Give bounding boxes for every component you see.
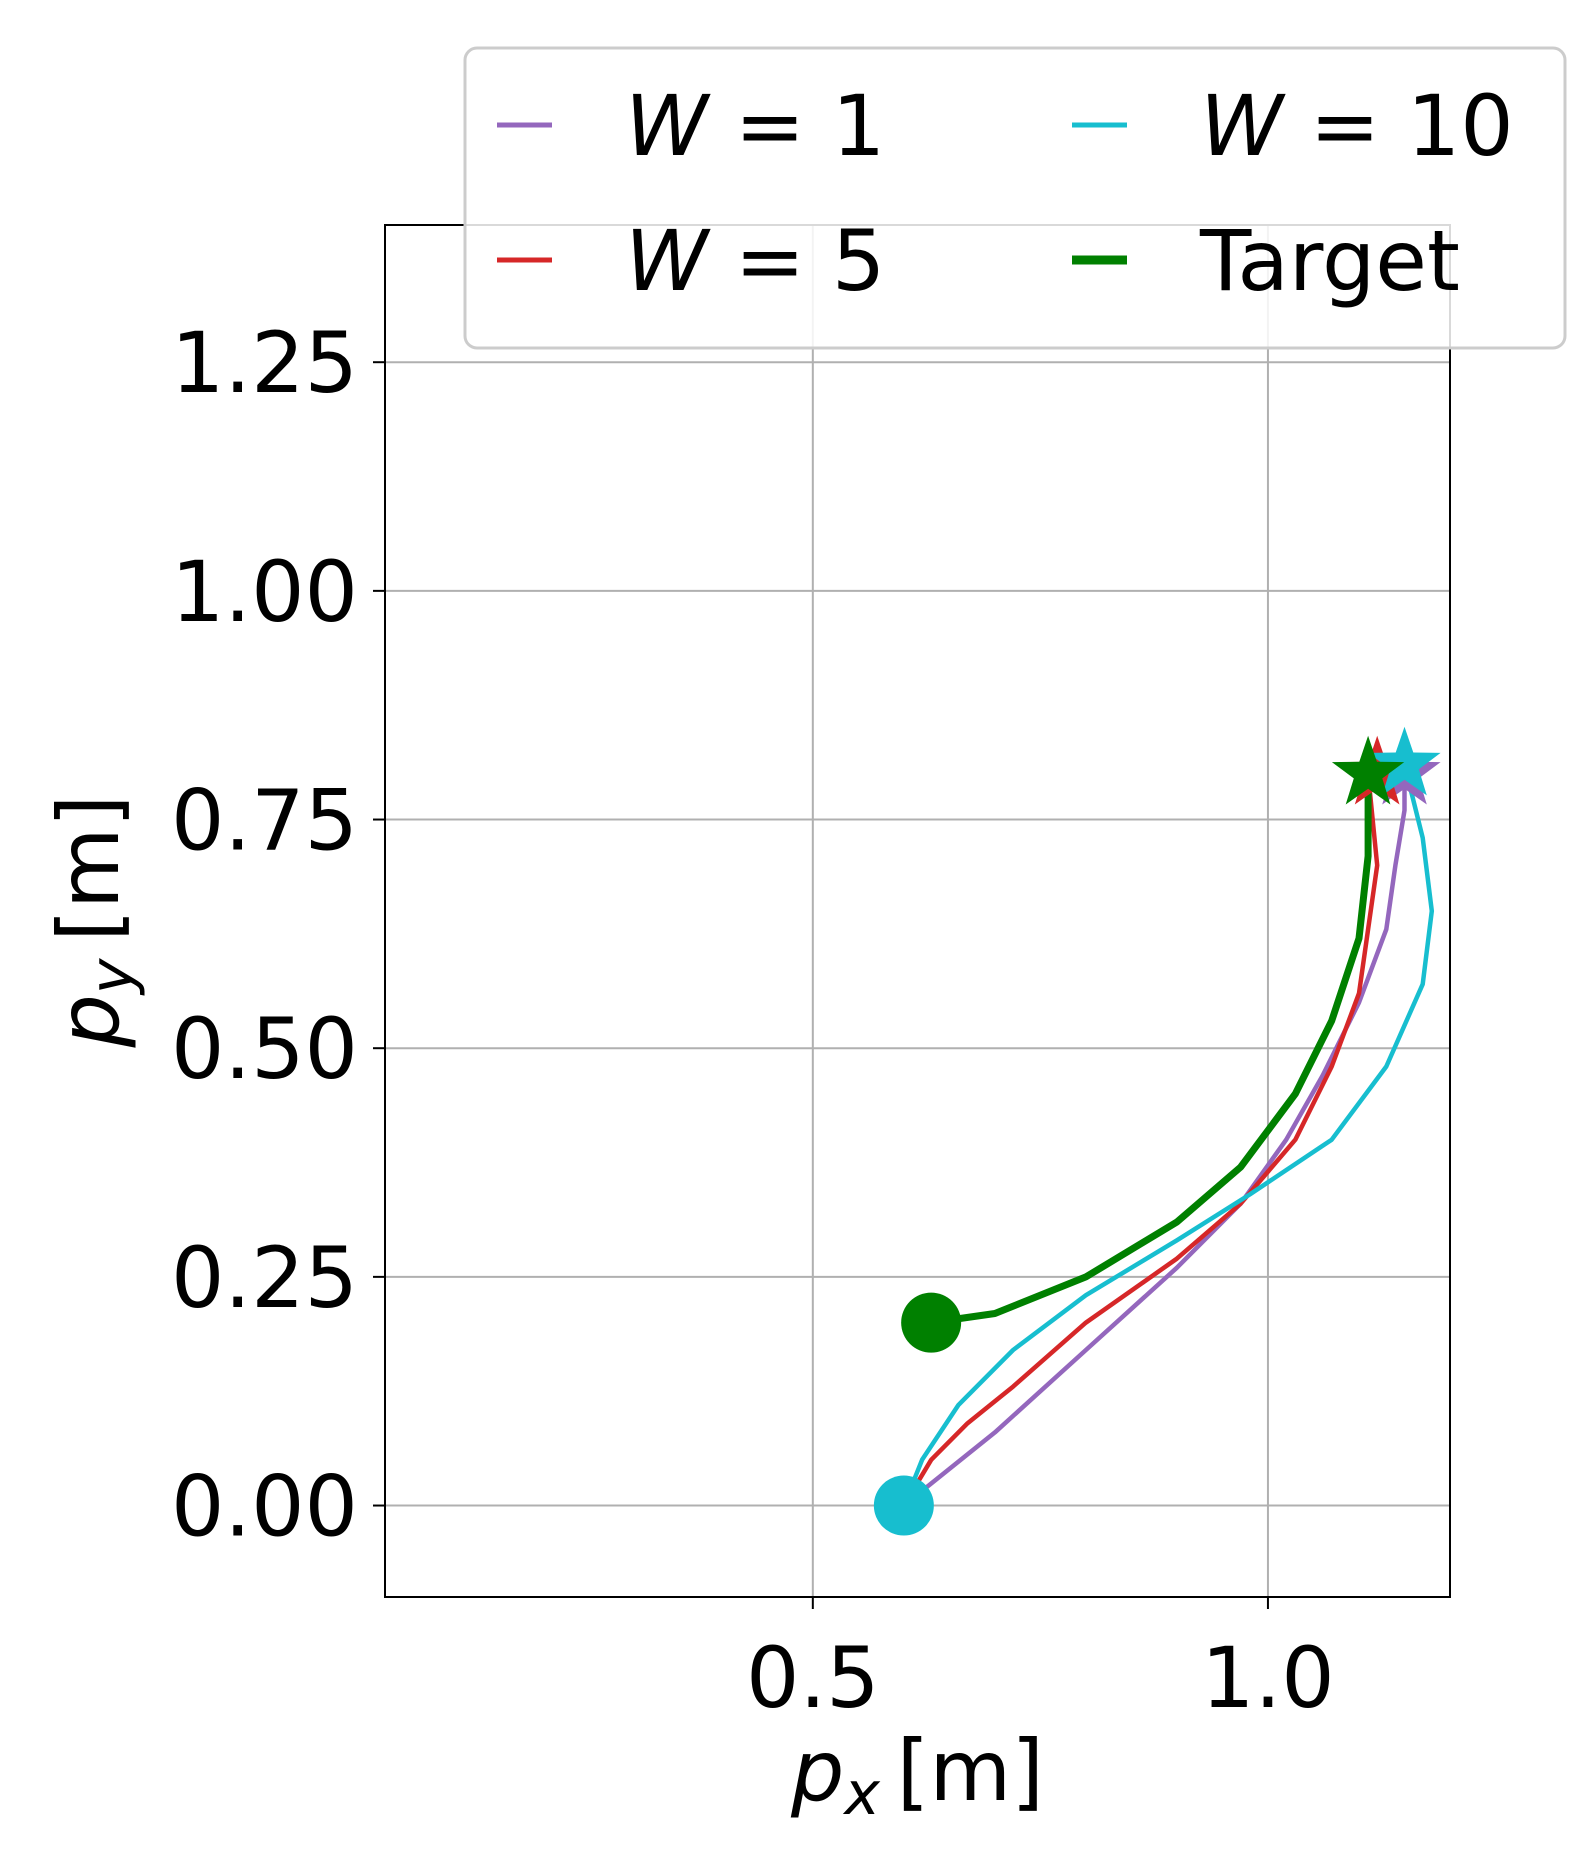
grid-lines [385, 225, 1450, 1597]
axis-ticks: 0.5 1.0 0.00 0.25 0.50 0.75 1.00 1.25 [171, 314, 1335, 1727]
axes-frame [384, 224, 1451, 1598]
start-marker [873, 1475, 934, 1536]
legend: W = 1 W = 5 W = 10 Target [463, 46, 1567, 350]
y-tick-label: 0.25 [171, 1229, 358, 1327]
start-marker [901, 1292, 962, 1353]
x-tick-label: 1.0 [1201, 1629, 1335, 1727]
plot-series [901, 762, 1435, 1508]
series-line [901, 762, 1435, 1508]
plot-markers [873, 726, 1441, 1536]
x-axis-label: px [m] [790, 1722, 1044, 1829]
y-tick-label: 0.50 [171, 1000, 358, 1098]
x-tick-label: 0.5 [746, 1629, 880, 1727]
series-line [901, 771, 1407, 1508]
y-tick-label: 0.00 [171, 1458, 358, 1556]
y-tick-label: 1.25 [171, 314, 358, 412]
series-line [901, 771, 1380, 1508]
legend-label: Target [1199, 212, 1460, 310]
legend-box [463, 46, 1567, 350]
end-star-marker [1331, 735, 1405, 805]
legend-label: W = 5 [625, 212, 885, 310]
y-axis-label: py [m] [40, 795, 147, 1049]
end-star-marker [1368, 726, 1441, 796]
legend-label: W = 10 [1200, 77, 1514, 175]
y-tick-label: 1.00 [171, 543, 358, 641]
y-tick-label: 0.75 [171, 772, 358, 870]
series-line [927, 770, 1372, 1327]
legend-label: W = 1 [625, 77, 885, 175]
